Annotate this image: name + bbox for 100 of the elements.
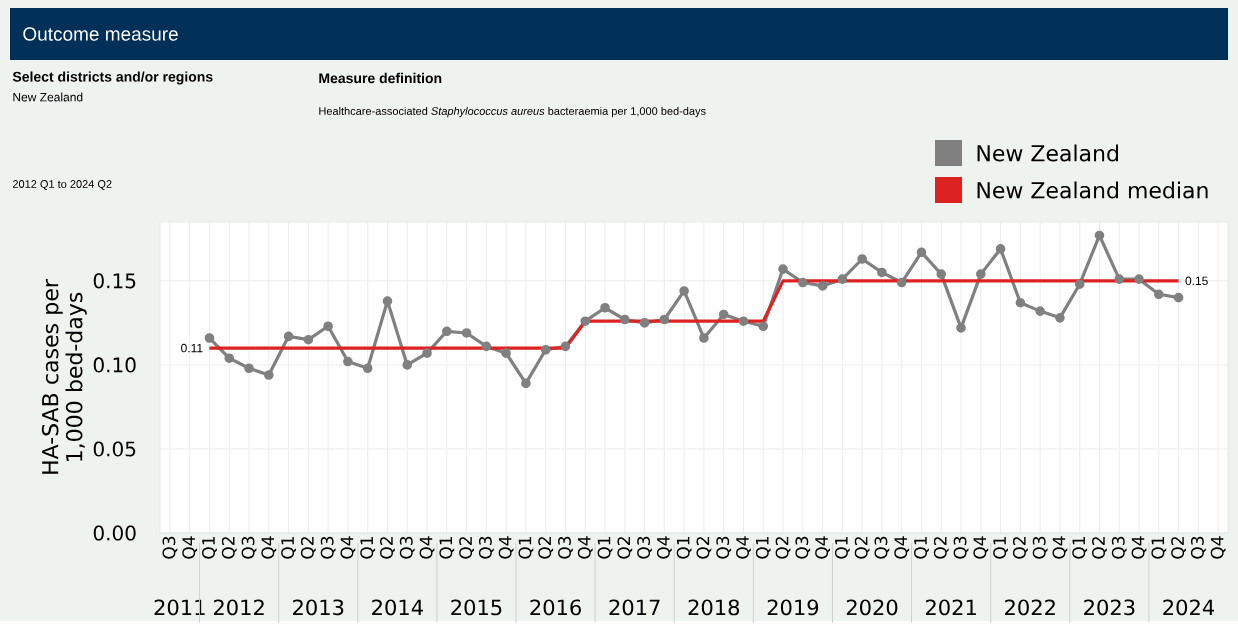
y-tick-label: 0.05 xyxy=(93,441,136,457)
x-tick-label: Q2 xyxy=(221,537,237,559)
text: Measure definition xyxy=(319,73,442,84)
point xyxy=(877,267,887,278)
point xyxy=(976,269,986,280)
x-tick-label: Q4 xyxy=(1052,536,1068,559)
point xyxy=(956,323,966,333)
point xyxy=(798,277,808,288)
x-tick-label: Q2 xyxy=(1012,537,1028,559)
text: 2014 xyxy=(372,599,423,616)
x-tick-label: Q1 xyxy=(202,537,217,559)
chart-title: Outcome measure xyxy=(23,27,178,41)
x-tick-label: Q3 xyxy=(1111,537,1127,559)
x-tick-label: Q2 xyxy=(538,537,554,559)
point xyxy=(362,363,373,374)
point xyxy=(916,247,927,258)
text: 2020 xyxy=(846,599,898,616)
text: 2023 xyxy=(1084,599,1135,616)
x-tick-label: Q4 xyxy=(419,536,435,559)
point xyxy=(778,264,788,275)
text: Healthcare-associated Staphylococcus aureus bacteraemia per 1,000 bed-days xyxy=(319,107,706,118)
point xyxy=(837,274,848,285)
point xyxy=(659,314,670,325)
x-tick-label: Q4 xyxy=(894,536,910,559)
legend-label: New Zealand xyxy=(977,144,1118,162)
point xyxy=(995,244,1006,254)
point xyxy=(481,341,492,352)
x-tick-label: Q4 xyxy=(736,536,751,559)
x-tick-label: Q3 xyxy=(1190,537,1206,559)
x-tick-label: Q1 xyxy=(360,537,376,559)
point xyxy=(343,356,353,367)
point xyxy=(441,326,452,337)
x-tick-label: Q2 xyxy=(854,537,870,559)
point xyxy=(323,321,333,332)
x-tick-label: Q2 xyxy=(380,537,395,559)
x-tick-label: Q2 xyxy=(617,537,633,559)
x-tick-label: Q3 xyxy=(558,537,573,559)
x-tick-label: Q2 xyxy=(775,537,791,559)
x-tick-label: Q3 xyxy=(162,537,178,559)
x-tick-label: Q2 xyxy=(1092,537,1107,559)
x-tick-label: Q1 xyxy=(597,537,613,559)
text: 2013 xyxy=(293,599,344,616)
x-tick-label: Q1 xyxy=(834,537,850,559)
point xyxy=(461,328,472,338)
x-tick-label: Q3 xyxy=(241,537,257,559)
text: 2011 xyxy=(154,599,205,616)
point xyxy=(738,316,749,327)
point xyxy=(718,309,729,320)
point xyxy=(936,269,947,280)
x-tick-label: Q3 xyxy=(1032,537,1048,559)
text: 2019 xyxy=(767,599,819,616)
data-label: 0.11 xyxy=(181,344,203,353)
point xyxy=(560,341,571,352)
point xyxy=(1055,313,1065,323)
x-tick-label: Q3 xyxy=(637,537,652,559)
point xyxy=(402,360,413,370)
x-tick-label: Q3 xyxy=(874,537,890,559)
x-tick-label: Q2 xyxy=(300,537,316,559)
text: 2015 xyxy=(451,599,502,616)
x-tick-label: Q3 xyxy=(320,537,336,559)
x-tick-label: Q1 xyxy=(518,537,534,559)
x-tick-label: Q2 xyxy=(459,537,474,559)
point xyxy=(540,345,551,355)
x-tick-label: Q2 xyxy=(696,537,712,559)
x-tick-label: Q1 xyxy=(439,537,455,559)
x-tick-label: Q4 xyxy=(1210,536,1226,559)
point xyxy=(580,316,591,327)
y-tick-label: 0.10 xyxy=(93,357,136,373)
point xyxy=(244,363,254,374)
x-tick-label: Q1 xyxy=(914,537,929,559)
point xyxy=(1173,293,1184,303)
point xyxy=(422,348,432,359)
text: New Zealand xyxy=(13,92,83,102)
point xyxy=(303,335,314,345)
point xyxy=(521,378,531,389)
point xyxy=(620,314,630,325)
x-tick-label: Q3 xyxy=(795,537,811,559)
x-tick-label: Q1 xyxy=(281,537,296,559)
x-tick-label: Q3 xyxy=(716,537,732,559)
text: Select districts and/or regions xyxy=(12,71,213,85)
point xyxy=(600,303,610,313)
point xyxy=(817,281,828,291)
point xyxy=(1094,230,1105,241)
x-tick-label: Q4 xyxy=(1131,536,1147,559)
x-tick-label: Q4 xyxy=(815,536,830,559)
x-tick-label: Q4 xyxy=(261,536,277,559)
point xyxy=(1114,274,1125,285)
x-tick-label: Q4 xyxy=(182,536,198,559)
x-tick-label: Q1 xyxy=(1151,537,1167,559)
x-tick-label: Q4 xyxy=(973,536,989,559)
y-tick-label: 0.00 xyxy=(93,525,136,541)
text: 2012 Q1 to 2024 Q2 xyxy=(12,180,112,191)
point xyxy=(1154,289,1164,300)
text: 2016 xyxy=(530,599,581,616)
point xyxy=(1035,306,1045,317)
point xyxy=(263,370,274,381)
legend-label: New Zealand median xyxy=(977,181,1208,199)
x-tick-label: Q4 xyxy=(340,536,356,559)
point xyxy=(758,321,769,332)
x-tick-label: Q3 xyxy=(953,537,969,559)
